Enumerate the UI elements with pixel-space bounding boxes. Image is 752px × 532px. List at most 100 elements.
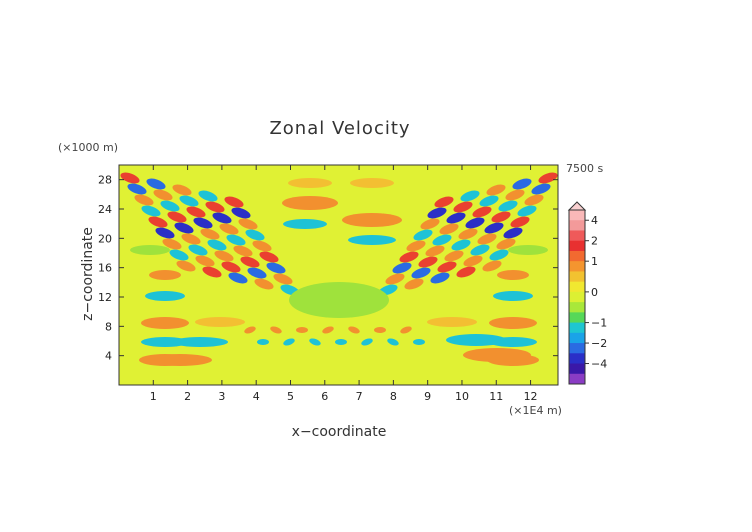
contour-blob	[240, 256, 260, 268]
contour-blob	[489, 317, 537, 329]
contour-blob	[493, 291, 533, 301]
contour-blob	[244, 326, 256, 334]
contour-blob	[195, 255, 215, 267]
contour-blob	[427, 317, 477, 327]
contour-blob	[404, 278, 424, 290]
contour-blob	[427, 207, 447, 219]
contour-blob	[361, 338, 373, 346]
contour-blob	[453, 201, 473, 213]
contour-blob	[484, 222, 504, 234]
contour-blob	[141, 317, 189, 329]
y-axis-title: z−coordinate	[80, 227, 96, 321]
contour-blob	[233, 245, 253, 257]
colorbar-swatch	[569, 271, 585, 283]
contour-blob	[517, 205, 537, 217]
contour-blob	[512, 178, 532, 190]
x-tick-label: 6	[321, 390, 328, 403]
heatmap-field	[120, 172, 558, 366]
contour-blob	[231, 207, 251, 219]
colorbar-swatch	[569, 373, 585, 385]
colorbar: 4 2 1 0 −1 −2 −4	[567, 201, 607, 385]
contour-blob	[458, 228, 478, 240]
contour-blob	[322, 326, 334, 334]
contour-blob	[413, 339, 425, 345]
x-tick-label: 4	[253, 390, 260, 403]
contour-blob	[385, 273, 405, 285]
contour-blob	[451, 239, 471, 251]
x-tick-label: 9	[424, 390, 431, 403]
contour-blob	[350, 178, 394, 188]
colorbar-extend-arrow	[567, 201, 587, 211]
y-tick-label: 28	[98, 174, 112, 187]
contour-blob	[510, 216, 530, 228]
contour-blob	[188, 244, 208, 256]
x-tick-label: 2	[184, 390, 191, 403]
contour-blob	[221, 261, 241, 273]
contour-blob	[406, 240, 426, 252]
y-tick-label: 8	[105, 320, 112, 333]
contour-blob	[482, 260, 502, 272]
contour-blob	[348, 235, 396, 245]
contour-blob	[413, 229, 433, 241]
contour-blob	[296, 327, 308, 333]
contour-blob	[392, 262, 412, 274]
y-tick-label: 4	[105, 350, 112, 363]
contour-blob	[219, 223, 239, 235]
contour-blob	[463, 348, 531, 362]
contour-blob	[176, 260, 196, 272]
x-tick-label: 10	[455, 390, 469, 403]
contour-blob	[195, 317, 245, 327]
contour-blob	[282, 196, 338, 210]
y-unit-label: (×1000 m)	[58, 141, 118, 154]
x-tick-label: 12	[524, 390, 538, 403]
contour-blob	[148, 354, 212, 366]
colorbar-swatch	[569, 281, 585, 293]
contour-blob	[418, 256, 438, 268]
contour-blob	[400, 326, 412, 334]
contour-blob	[444, 250, 464, 262]
contour-blob	[167, 211, 187, 223]
y-tick-label: 12	[98, 291, 112, 304]
colorbar-swatch	[569, 353, 585, 365]
contour-blob	[470, 244, 490, 256]
contour-blob	[207, 239, 227, 251]
contour-blob	[387, 338, 399, 346]
colorbar-tick-label: −2	[591, 337, 607, 350]
contour-blob	[146, 178, 166, 190]
chart-title: Zonal Velocity	[269, 118, 410, 139]
contour-blob	[172, 184, 192, 196]
colorbar-tick-label: −1	[591, 317, 607, 330]
contour-blob	[186, 206, 206, 218]
contour-blob	[531, 183, 551, 195]
contour-blob	[342, 213, 402, 227]
colorbar-tick-label: 1	[591, 255, 598, 268]
contour-blob	[245, 229, 265, 241]
colorbar-swatch	[569, 261, 585, 272]
contour-blob	[505, 189, 525, 201]
contour-blob	[247, 267, 267, 279]
colorbar-tick-label: 2	[591, 235, 598, 248]
contour-blob	[486, 184, 506, 196]
contour-blob	[477, 233, 497, 245]
contour-blob	[465, 217, 485, 229]
x-tick-label: 8	[390, 390, 397, 403]
colorbar-swatch	[569, 322, 585, 334]
colorbar-swatch	[569, 363, 585, 375]
contour-blob	[283, 219, 327, 229]
contour-blob	[224, 196, 244, 208]
x-tick-label: 5	[287, 390, 294, 403]
contour-blob	[212, 212, 232, 224]
colorbar-tick-label: 4	[591, 214, 598, 227]
contour-blob	[205, 201, 225, 213]
contour-blob	[134, 194, 154, 206]
colorbar-swatch	[569, 343, 585, 354]
contour-blob	[198, 190, 218, 202]
contour-blob	[169, 249, 189, 261]
contour-blob	[432, 234, 452, 246]
contour-blob	[141, 205, 161, 217]
contour-blob	[155, 227, 175, 239]
contour-blob	[120, 172, 140, 184]
x-tick-label: 1	[150, 390, 157, 403]
x-tick-label: 11	[489, 390, 503, 403]
contour-blob	[460, 190, 480, 202]
